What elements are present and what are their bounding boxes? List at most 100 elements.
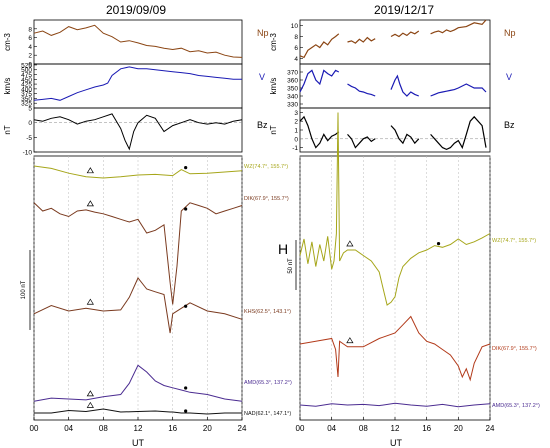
y-tick-label: 2 [294, 119, 298, 126]
onset-triangle-marker [346, 337, 354, 344]
onset-triangle-marker [86, 167, 94, 174]
right-mag-gridlines [295, 156, 491, 420]
x-tick-label: 24 [238, 424, 247, 433]
left-mag-markers [86, 166, 188, 413]
y-tick-label: 5 [28, 106, 32, 113]
right-mag-label-0: WZ(74.7°, 155.7°) [492, 238, 536, 244]
y-tick-label: 8 [294, 34, 298, 41]
y-tick-label: 500 [21, 67, 32, 74]
left-mag-series-3 [33, 364, 243, 402]
right-np-ticks: 4 6 8 10 [291, 23, 303, 63]
onset-triangle-marker [86, 200, 94, 207]
y-tick-label: -10 [23, 150, 33, 157]
left-v-frame [33, 63, 243, 109]
x-tick-label: 04 [327, 424, 336, 433]
left-np-panel: cm-3 0 2 4 6 8 Np [3, 19, 269, 69]
right-bz-ticks: -1 01 2 3 [292, 110, 490, 152]
y-tick-label: 3 [294, 110, 298, 117]
y-tick-label: -5 [26, 135, 32, 142]
y-tick-label: 0 [294, 136, 298, 143]
y-tick-label: 340 [287, 94, 298, 101]
left-v-series [33, 66, 242, 101]
right-mag-label-1: DIK(67.9°, 155.7°) [492, 346, 537, 352]
onset-triangle-marker [346, 240, 354, 247]
right-bz-panel: nT -1 01 2 3 Bz [269, 107, 515, 153]
left-np-unit: cm-3 [3, 33, 12, 51]
left-title: 2019/09/09 [106, 3, 166, 17]
y-tick-label: 4 [28, 44, 32, 51]
left-mag-gridlines [29, 156, 243, 420]
y-tick-label: 350 [287, 86, 298, 93]
left-v-unit: km/s [3, 78, 12, 95]
right-x-ticks: 00 04 08 12 16 20 24 [296, 417, 495, 433]
left-bz-series [33, 113, 243, 151]
x-tick-label: 20 [454, 424, 463, 433]
onset-triangle-marker [86, 401, 94, 408]
y-tick-label: 4 [294, 56, 298, 63]
right-bz-series [299, 115, 487, 151]
onset-triangle-marker [86, 390, 94, 397]
left-bz-frame [33, 107, 243, 153]
right-mag-series-0 [299, 112, 491, 306]
x-tick-label: 08 [359, 424, 368, 433]
y-tick-label: 450 [21, 77, 32, 84]
right-mag-markers [346, 240, 441, 344]
right-bz-unit: nT [269, 125, 278, 134]
right-np-label: Np [504, 28, 516, 38]
y-tick-label: 6 [28, 35, 32, 42]
left-x-label: UT [132, 438, 144, 448]
peak-dot-marker [184, 207, 188, 211]
right-scale-label: 50 nT [288, 258, 294, 274]
right-x-label: UT [390, 438, 402, 448]
x-tick-label: 16 [422, 424, 431, 433]
left-x-ticks: 00 04 08 12 16 20 24 [30, 417, 247, 433]
left-mag-series-4 [34, 408, 242, 415]
x-tick-label: 12 [134, 424, 143, 433]
left-np-frame [33, 19, 243, 65]
peak-dot-marker [184, 304, 188, 308]
right-magnetometer-panel: H 50 nT WZ(74.7°, 155.7°) DIK(67.9°, 155… [278, 112, 540, 421]
x-tick-label: 04 [64, 424, 73, 433]
peak-dot-marker [184, 409, 188, 413]
right-title: 2019/12/17 [374, 3, 434, 17]
y-tick-label: 0 [28, 120, 32, 127]
y-tick-label: 2 [28, 53, 32, 60]
x-tick-label: 16 [168, 424, 177, 433]
right-mag-series-2 [299, 402, 491, 408]
right-np-frame [299, 19, 491, 65]
y-tick-label: 425 [21, 82, 32, 89]
peak-dot-marker [184, 386, 188, 390]
left-bz-unit: nT [3, 125, 12, 134]
left-np-series [33, 24, 243, 58]
left-magnetometer-panel: 100 nT WZ(74.7°, 155.7°) DIK(67.9°, 155.… [21, 155, 292, 421]
left-mag-label-2: KHS(62.5°, 143.1°) [244, 309, 291, 315]
right-column-2019-12-17: 2019/12/17 cm-3 4 6 8 10 Np km/s 3303403503… [269, 3, 540, 448]
left-mag-series-0 [33, 165, 243, 179]
y-tick-label: 475 [21, 72, 32, 79]
left-scale-label: 100 nT [21, 280, 27, 299]
left-bz-ticks: -10 -5 0 5 [23, 106, 242, 157]
right-mag-series-1 [299, 315, 491, 382]
left-mag-series-2 [33, 277, 243, 334]
x-tick-label: 12 [391, 424, 400, 433]
y-tick-label: 360 [287, 78, 298, 85]
right-np-unit: cm-3 [269, 33, 278, 51]
left-mag-label-4: NAD(62.1°, 147.1°) [244, 411, 291, 417]
left-bz-label: Bz [257, 120, 268, 130]
y-tick-label: 6 [294, 45, 298, 52]
y-tick-label: 375 [21, 91, 32, 98]
y-tick-label: 400 [21, 86, 32, 93]
x-tick-label: 24 [486, 424, 495, 433]
right-np-panel: cm-3 4 6 8 10 Np [269, 19, 516, 65]
left-mag-label-0: WZ(74.7°, 155.7°) [244, 164, 288, 170]
x-tick-label: 00 [296, 424, 305, 433]
y-tick-label: 10 [291, 23, 299, 30]
y-tick-label: 8 [28, 26, 32, 33]
left-np-ticks: 0 2 4 6 8 [28, 26, 37, 69]
y-tick-label: -1 [292, 145, 298, 152]
right-bz-label: Bz [504, 120, 515, 130]
